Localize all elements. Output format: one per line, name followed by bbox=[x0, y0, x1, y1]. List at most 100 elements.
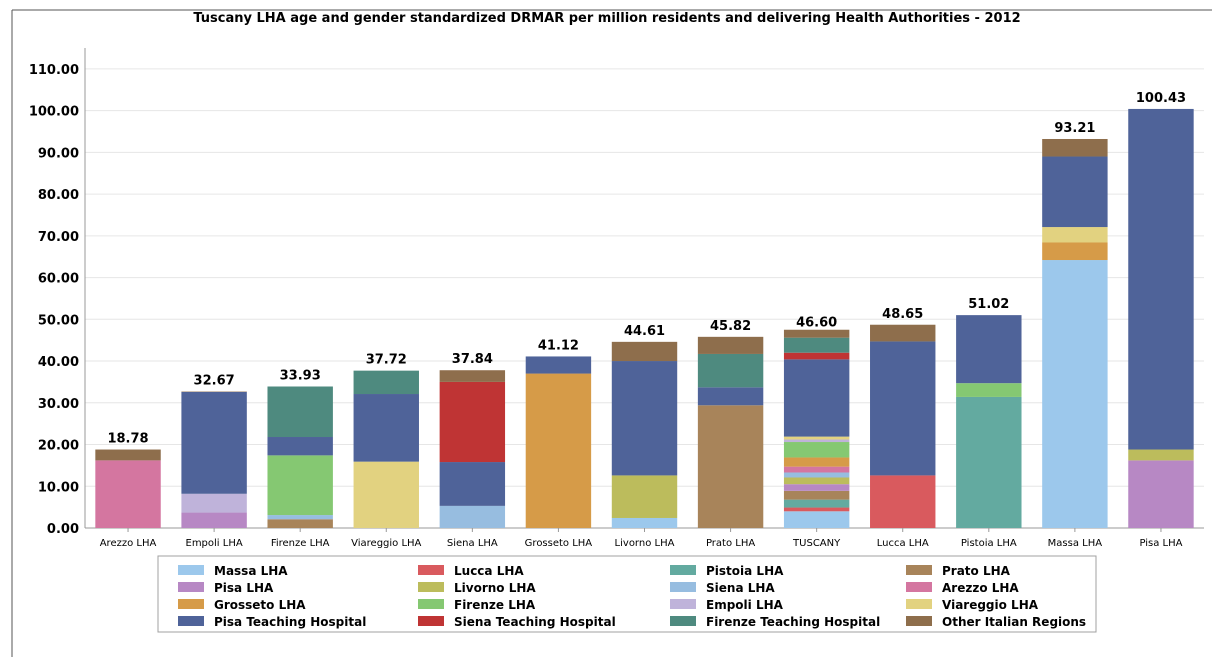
legend-swatch bbox=[906, 582, 932, 592]
legend-swatch bbox=[418, 599, 444, 609]
legend-swatch bbox=[670, 565, 696, 575]
legend-entry: Firenze LHA bbox=[454, 598, 536, 612]
bar-segment bbox=[267, 437, 333, 456]
y-tick-label: 100.00 bbox=[29, 105, 79, 120]
legend-entry: Siena LHA bbox=[706, 581, 775, 595]
bar-segment bbox=[697, 336, 764, 354]
bar-segment bbox=[1128, 460, 1194, 528]
bar-segment bbox=[697, 353, 764, 388]
bar-total-label: 41.12 bbox=[538, 338, 579, 353]
bar-total-label: 46.60 bbox=[796, 315, 837, 330]
legend-swatch bbox=[418, 582, 444, 592]
bar-segment bbox=[525, 373, 592, 528]
bar-segment bbox=[1042, 227, 1108, 243]
y-tick-label: 10.00 bbox=[38, 480, 79, 495]
legend-swatch bbox=[178, 616, 204, 626]
bar-segment bbox=[181, 391, 247, 494]
legend-swatch bbox=[906, 616, 932, 626]
legend-entry: Pistoia LHA bbox=[706, 564, 784, 578]
bar-segment bbox=[783, 457, 850, 467]
bar-segment bbox=[611, 475, 678, 518]
y-tick-label: 20.00 bbox=[38, 439, 79, 454]
legend-entry: Other Italian Regions bbox=[942, 615, 1086, 629]
bar-segment bbox=[439, 462, 506, 506]
bar-segment bbox=[439, 505, 506, 528]
y-tick-label: 70.00 bbox=[38, 230, 79, 245]
bar-segment bbox=[267, 455, 333, 516]
bar-segment bbox=[525, 356, 592, 374]
legend-entry: Empoli LHA bbox=[706, 598, 784, 612]
x-tick-label: Siena LHA bbox=[447, 538, 498, 549]
bar-segment bbox=[783, 507, 850, 512]
y-tick-label: 90.00 bbox=[38, 146, 79, 161]
legend-entry: Livorno LHA bbox=[454, 581, 536, 595]
bar-segment bbox=[697, 387, 764, 406]
legend-entry: Pisa Teaching Hospital bbox=[214, 615, 366, 629]
bar-segment bbox=[783, 490, 850, 500]
x-tick-label: Viareggio LHA bbox=[351, 538, 421, 549]
bar-segment bbox=[353, 370, 419, 395]
x-tick-label: Grosseto LHA bbox=[525, 538, 593, 549]
y-tick-label: 80.00 bbox=[38, 188, 79, 203]
legend-swatch bbox=[670, 616, 696, 626]
legend-entry: Massa LHA bbox=[214, 564, 288, 578]
x-tick-label: Prato LHA bbox=[706, 538, 755, 549]
x-tick-label: TUSCANY bbox=[792, 538, 841, 549]
y-tick-label: 40.00 bbox=[38, 355, 79, 370]
bar-segment bbox=[267, 519, 333, 528]
y-tick-label: 60.00 bbox=[38, 272, 79, 287]
bar-segment bbox=[267, 386, 333, 438]
legend-entry: Lucca LHA bbox=[454, 564, 524, 578]
bar-segment bbox=[783, 511, 850, 528]
bar-segment bbox=[439, 370, 506, 382]
bar-segment bbox=[783, 466, 850, 473]
bar-segment bbox=[783, 352, 850, 360]
bar-segment bbox=[1042, 242, 1108, 261]
x-tick-label: Pisa LHA bbox=[1139, 538, 1182, 549]
legend-swatch bbox=[178, 582, 204, 592]
bar-segment bbox=[783, 337, 850, 353]
legend-swatch bbox=[670, 599, 696, 609]
bar-total-label: 37.84 bbox=[452, 352, 493, 367]
legend-swatch bbox=[418, 565, 444, 575]
bar-total-label: 100.43 bbox=[1136, 91, 1186, 106]
y-tick-label: 50.00 bbox=[38, 313, 79, 328]
legend-swatch bbox=[906, 599, 932, 609]
bar-segment bbox=[611, 341, 678, 362]
bar-segment bbox=[611, 361, 678, 476]
bar-segment bbox=[783, 477, 850, 485]
bar-total-label: 93.21 bbox=[1054, 121, 1095, 136]
bar-total-label: 32.67 bbox=[194, 374, 235, 389]
x-tick-label: Pistoia LHA bbox=[961, 538, 1017, 549]
bar-total-label: 48.65 bbox=[882, 307, 923, 322]
legend-swatch bbox=[178, 599, 204, 609]
bar-total-label: 45.82 bbox=[710, 319, 751, 334]
x-tick-label: Massa LHA bbox=[1048, 538, 1103, 549]
legend-entry: Prato LHA bbox=[942, 564, 1011, 578]
bar-segment bbox=[697, 405, 764, 528]
bar-segment bbox=[870, 324, 936, 342]
legend-entry: Arezzo LHA bbox=[942, 581, 1019, 595]
x-tick-label: Empoli LHA bbox=[186, 538, 243, 549]
bar-segment bbox=[783, 472, 850, 478]
legend-entry: Pisa LHA bbox=[214, 581, 274, 595]
bar-total-label: 37.72 bbox=[366, 353, 407, 368]
bar-segment bbox=[783, 484, 850, 491]
x-tick-label: Firenze LHA bbox=[271, 538, 330, 549]
legend-entry: Siena Teaching Hospital bbox=[454, 615, 616, 629]
bar-segment bbox=[783, 329, 850, 338]
bar-segment bbox=[1042, 156, 1108, 228]
bar-segment bbox=[353, 461, 419, 528]
legend-box bbox=[157, 555, 1097, 633]
bar-segment bbox=[956, 396, 1022, 528]
bar-segment bbox=[1042, 138, 1108, 157]
bar-segment bbox=[783, 499, 850, 508]
bar-segment bbox=[181, 512, 247, 528]
x-tick-label: Livorno LHA bbox=[615, 538, 675, 549]
bar-segment bbox=[870, 475, 936, 528]
plot-area: 0.00 10.00 20.00 30.00 40.00 50.00 60.00 70.00 8… bbox=[11, 9, 1212, 657]
bar-total-label: 33.93 bbox=[280, 368, 321, 383]
bar-segment bbox=[870, 341, 936, 476]
y-tick-label: 110.00 bbox=[29, 63, 79, 78]
